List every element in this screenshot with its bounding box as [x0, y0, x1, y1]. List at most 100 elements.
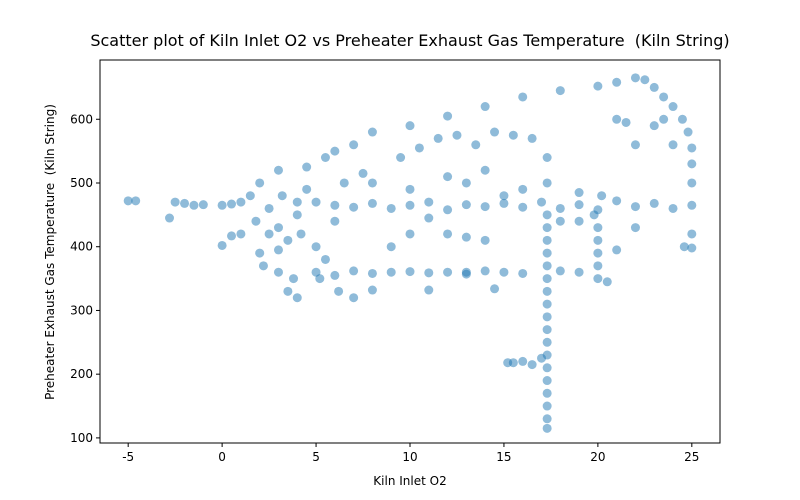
point [292, 293, 302, 303]
point [264, 229, 274, 239]
point [518, 202, 528, 212]
point [396, 153, 406, 163]
point [405, 229, 415, 239]
point [302, 162, 312, 172]
point [273, 267, 283, 277]
point [480, 202, 490, 212]
point [593, 261, 603, 271]
point [542, 299, 552, 309]
point [537, 197, 547, 207]
point [131, 196, 141, 206]
point [574, 267, 584, 277]
point [687, 200, 697, 210]
point [170, 197, 180, 207]
point [542, 401, 552, 411]
point [649, 198, 659, 208]
point [405, 267, 415, 277]
point [602, 277, 612, 287]
point [292, 210, 302, 220]
point [687, 143, 697, 153]
point [679, 242, 689, 252]
y-tick-label: 100 [70, 431, 93, 445]
plot-frame [99, 59, 721, 444]
point [349, 266, 359, 276]
point [687, 243, 697, 253]
point [555, 203, 565, 213]
point [555, 266, 565, 276]
point [217, 240, 227, 250]
point [555, 216, 565, 226]
x-tick-label: 20 [590, 450, 605, 464]
point [330, 270, 340, 280]
point [542, 363, 552, 373]
point [227, 199, 237, 209]
point [677, 114, 687, 124]
point [471, 140, 481, 150]
point [574, 200, 584, 210]
point [405, 184, 415, 194]
x-tick-label: 10 [402, 450, 417, 464]
point [461, 178, 471, 188]
point [461, 232, 471, 242]
point [640, 75, 650, 85]
point [217, 200, 227, 210]
point [386, 267, 396, 277]
point [630, 223, 640, 233]
point [518, 184, 528, 194]
point [542, 274, 552, 284]
point [251, 216, 261, 226]
point [593, 223, 603, 233]
point [659, 92, 669, 102]
point [424, 213, 434, 223]
point [527, 360, 537, 370]
point [334, 286, 344, 296]
point [311, 267, 321, 277]
point [518, 92, 528, 102]
point [255, 248, 265, 258]
point [480, 102, 490, 112]
point [367, 285, 377, 295]
point [518, 356, 528, 366]
point [236, 229, 246, 239]
point [330, 146, 340, 156]
point [277, 191, 287, 201]
point [542, 337, 552, 347]
point [542, 286, 552, 296]
point [687, 229, 697, 239]
point [542, 261, 552, 271]
point [499, 191, 509, 201]
point [687, 178, 697, 188]
point [612, 114, 622, 124]
point [273, 223, 283, 233]
point [542, 376, 552, 386]
point [367, 178, 377, 188]
point [424, 268, 434, 278]
point [296, 229, 306, 239]
point [273, 165, 283, 175]
point [227, 231, 237, 241]
point [687, 159, 697, 169]
point [320, 153, 330, 163]
point [180, 198, 190, 208]
point [424, 197, 434, 207]
point [542, 312, 552, 322]
x-tick-label: 15 [496, 450, 511, 464]
point [424, 285, 434, 295]
point [593, 81, 603, 91]
point [443, 111, 453, 121]
point [452, 130, 462, 140]
point [593, 235, 603, 245]
x-tick-label: 5 [312, 450, 320, 464]
point [630, 140, 640, 150]
point [349, 293, 359, 303]
point [414, 143, 424, 153]
point [443, 267, 453, 277]
x-axis-label: Kiln Inlet O2 [373, 474, 446, 488]
point [461, 267, 471, 277]
point [537, 353, 547, 363]
point [555, 86, 565, 96]
point [349, 202, 359, 212]
point [264, 203, 274, 213]
